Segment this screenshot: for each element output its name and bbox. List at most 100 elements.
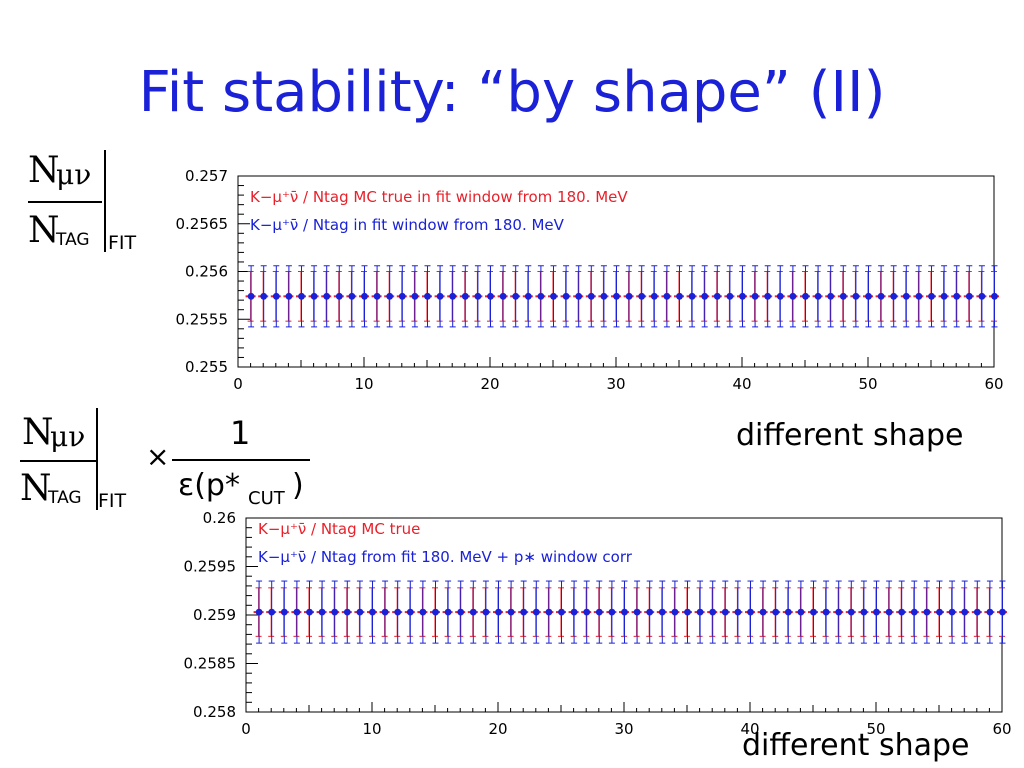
data-point bbox=[696, 608, 704, 616]
data-point bbox=[394, 608, 402, 616]
formula-2-eval-sub: FIT bbox=[98, 490, 127, 512]
data-point bbox=[482, 608, 490, 616]
formula-2-eval-bar bbox=[96, 408, 98, 510]
data-point bbox=[532, 608, 540, 616]
data-point bbox=[444, 608, 452, 616]
x-tick-label: 50 bbox=[866, 720, 885, 738]
data-point bbox=[285, 292, 293, 300]
data-point bbox=[650, 292, 658, 300]
data-point bbox=[797, 608, 805, 616]
formula-1-num-sub: μν bbox=[56, 158, 92, 191]
x-tick-label: 0 bbox=[233, 375, 243, 393]
legend-entry: K−μ⁺ν̄ / Ntag MC true in fit window from… bbox=[250, 188, 628, 206]
legend-entry: K−μ⁺ν̄ / Ntag in fit window from 180. Me… bbox=[250, 216, 565, 234]
chart-1: 0 10 20 30 40 50 60 0.255 0.2555 0.256 0.2565 0.257… bbox=[176, 167, 1004, 393]
data-point bbox=[835, 608, 843, 616]
data-point bbox=[734, 608, 742, 616]
data-point bbox=[776, 292, 784, 300]
data-point bbox=[923, 608, 931, 616]
data-point bbox=[865, 292, 872, 300]
data-point bbox=[898, 608, 906, 616]
data-point bbox=[847, 608, 855, 616]
data-point bbox=[331, 608, 339, 616]
data-point bbox=[373, 292, 381, 300]
data-point bbox=[873, 608, 880, 616]
formula-1-num-n: N bbox=[28, 150, 60, 191]
data-point bbox=[953, 292, 961, 300]
data-point bbox=[638, 292, 646, 300]
x-tick-label: 20 bbox=[488, 720, 507, 738]
data-point bbox=[839, 292, 847, 300]
data-point bbox=[633, 608, 641, 616]
data-point bbox=[356, 608, 364, 616]
legend-entry: K−μ⁺ν̄ / Ntag MC true bbox=[258, 520, 420, 538]
x-tick-label: 10 bbox=[362, 720, 381, 738]
data-point bbox=[676, 292, 683, 300]
data-point bbox=[474, 292, 482, 300]
y-tick-label: 0.2565 bbox=[176, 215, 229, 233]
formula-1-den-sub: TAG bbox=[56, 230, 90, 250]
data-point bbox=[827, 292, 835, 300]
data-point bbox=[759, 608, 767, 616]
data-point bbox=[721, 608, 729, 616]
data-point bbox=[280, 608, 288, 616]
data-point bbox=[709, 608, 717, 616]
y-tick-label: 0.258 bbox=[193, 703, 236, 721]
data-point bbox=[411, 292, 419, 300]
data-point bbox=[991, 292, 998, 300]
data-point bbox=[961, 608, 969, 616]
data-point bbox=[398, 292, 406, 300]
y-tick-label: 0.257 bbox=[185, 167, 228, 185]
data-point bbox=[595, 608, 603, 616]
data-point bbox=[810, 608, 817, 616]
data-point bbox=[469, 608, 477, 616]
data-point bbox=[822, 608, 830, 616]
formula-2-den-n: N bbox=[20, 468, 52, 509]
data-point bbox=[890, 292, 898, 300]
data-point bbox=[298, 292, 305, 300]
formula-1-eval-bar bbox=[104, 150, 106, 252]
data-point bbox=[406, 608, 414, 616]
y-tick-label: 0.2595 bbox=[184, 558, 237, 576]
formula-1-den-n: N bbox=[28, 210, 60, 251]
data-point bbox=[860, 608, 868, 616]
formula-2-frac-num: 1 bbox=[230, 414, 251, 452]
data-point bbox=[902, 292, 910, 300]
data-point bbox=[419, 608, 427, 616]
data-point bbox=[461, 292, 469, 300]
data-point bbox=[381, 608, 389, 616]
x-tick-label: 0 bbox=[241, 720, 251, 738]
data-point bbox=[583, 608, 591, 616]
y-tick-label: 0.26 bbox=[203, 509, 236, 527]
data-point bbox=[784, 608, 792, 616]
data-point bbox=[545, 608, 553, 616]
formula-2-den-sub: TAG bbox=[48, 488, 82, 508]
data-point bbox=[948, 608, 956, 616]
data-point bbox=[701, 292, 709, 300]
data-point bbox=[684, 608, 691, 616]
data-point bbox=[323, 292, 331, 300]
data-point bbox=[658, 608, 666, 616]
x-tick-label: 50 bbox=[858, 375, 877, 393]
formula-2-frac-den-close: ) bbox=[292, 468, 304, 503]
data-point bbox=[726, 292, 734, 300]
formula-2-frac-den-main: ε(p* bbox=[178, 468, 240, 503]
data-point bbox=[688, 292, 696, 300]
data-point bbox=[940, 292, 948, 300]
data-point bbox=[436, 292, 444, 300]
data-point bbox=[558, 608, 565, 616]
formula-2-times: × bbox=[146, 440, 170, 473]
x-tick-label: 10 bbox=[354, 375, 373, 393]
data-point bbox=[310, 292, 318, 300]
data-point bbox=[885, 608, 893, 616]
data-point bbox=[764, 292, 772, 300]
data-point bbox=[512, 292, 520, 300]
data-point bbox=[255, 608, 263, 616]
data-point bbox=[713, 292, 721, 300]
x-tick-label: 30 bbox=[614, 720, 633, 738]
data-point bbox=[537, 292, 545, 300]
data-point bbox=[613, 292, 620, 300]
data-point bbox=[608, 608, 616, 616]
data-point bbox=[600, 292, 608, 300]
